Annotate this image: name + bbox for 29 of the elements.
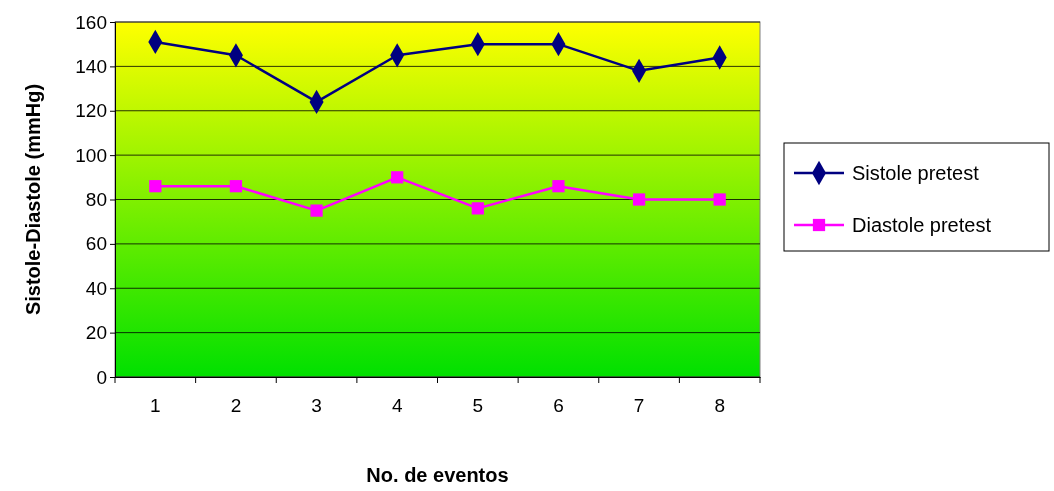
x-tick-label: 2 xyxy=(230,395,242,417)
y-tick-label: 20 xyxy=(85,322,107,344)
y-tick-label: 60 xyxy=(85,233,107,255)
y-tick-label: 120 xyxy=(75,100,107,122)
x-tick-label: 7 xyxy=(633,395,645,417)
x-tick-label: 8 xyxy=(714,395,725,417)
y-tick-label: 40 xyxy=(85,277,107,299)
point xyxy=(310,204,323,217)
point xyxy=(149,180,162,193)
legend-label: Sistole pretest xyxy=(852,162,980,184)
x-tick-label: 3 xyxy=(311,395,322,417)
y-tick-label: 160 xyxy=(75,11,107,33)
point xyxy=(471,202,484,215)
y-tick-label: 80 xyxy=(85,189,107,211)
legend-label: Diastole pretest xyxy=(852,214,992,236)
x-axis-title: No. de eventos xyxy=(366,464,509,486)
y-tick-label: 140 xyxy=(75,55,107,77)
point xyxy=(632,193,646,206)
x-tick-label: 1 xyxy=(150,395,161,417)
y-axis-title: Sistole-Diastole (mmHg) xyxy=(22,83,44,316)
x-tick-label: 5 xyxy=(472,395,484,417)
point xyxy=(391,171,404,184)
point xyxy=(552,180,565,193)
x-tick-label: 6 xyxy=(553,395,564,417)
y-tick-label: 0 xyxy=(96,366,107,388)
y-tick-label: 100 xyxy=(75,144,107,166)
point xyxy=(229,180,243,193)
point xyxy=(713,193,726,206)
x-tick-label: 4 xyxy=(391,395,403,417)
